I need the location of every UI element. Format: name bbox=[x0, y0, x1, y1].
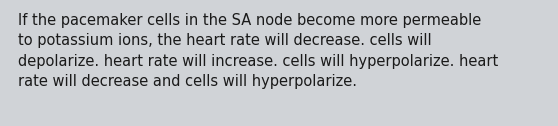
Text: If the pacemaker cells in the SA node become more permeable
to potassium ions, t: If the pacemaker cells in the SA node be… bbox=[18, 13, 498, 89]
